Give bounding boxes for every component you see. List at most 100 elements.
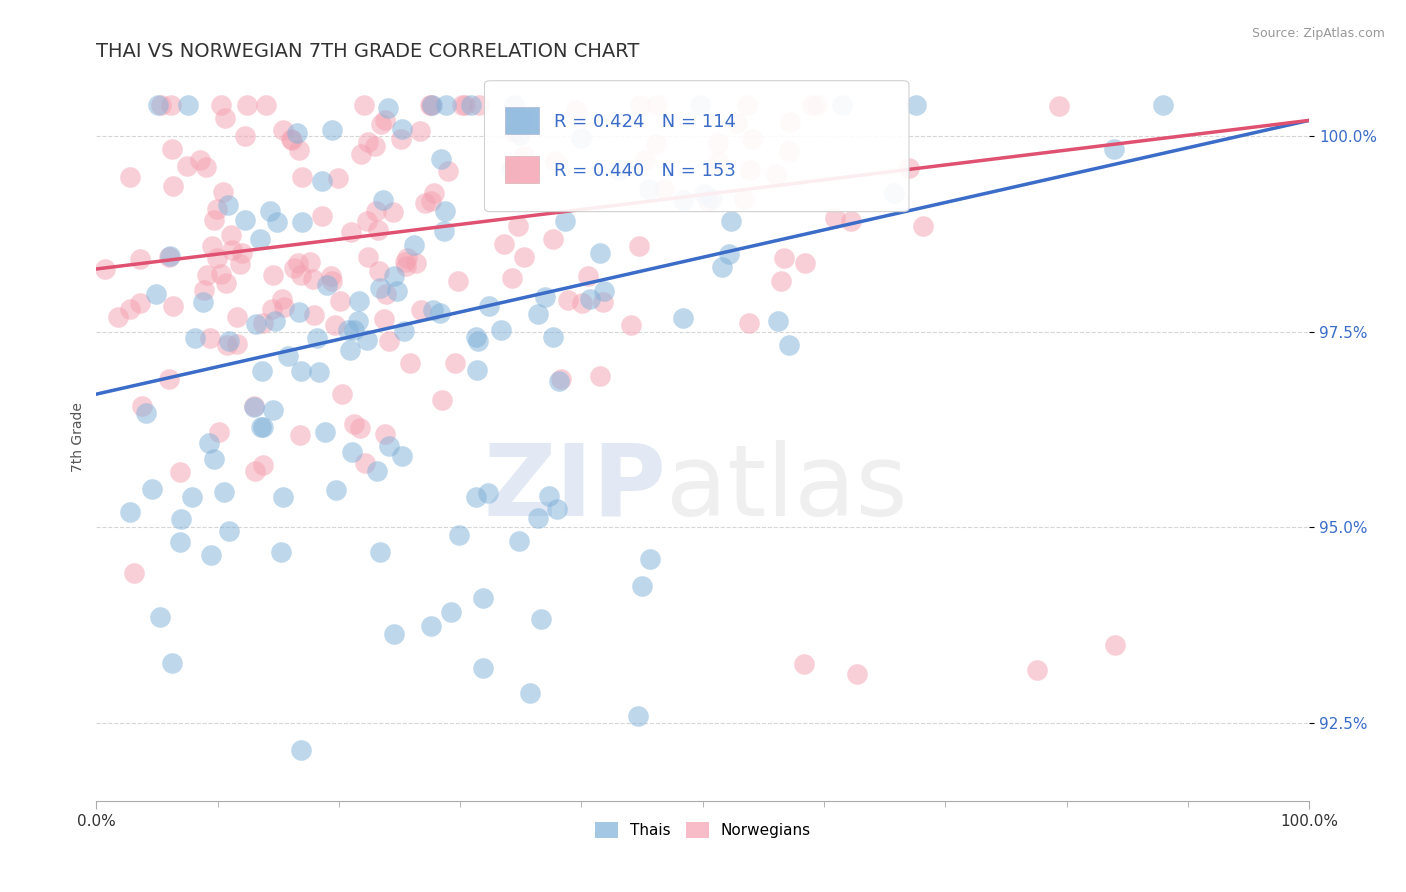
Point	[356, 333, 378, 347]
Point	[245, 318, 267, 332]
Point	[592, 295, 614, 310]
Point	[638, 182, 661, 196]
Point	[162, 656, 184, 670]
Point	[209, 97, 232, 112]
Point	[368, 281, 391, 295]
Point	[254, 97, 277, 112]
Point	[472, 591, 495, 606]
Point	[382, 627, 405, 641]
Point	[846, 667, 869, 681]
Point	[382, 268, 405, 283]
Point	[1026, 663, 1049, 677]
Point	[288, 143, 311, 157]
Point	[578, 269, 600, 284]
Point	[725, 116, 748, 130]
Point	[356, 214, 378, 228]
Point	[706, 154, 728, 169]
Point	[214, 112, 236, 126]
Point	[831, 97, 853, 112]
Point	[325, 483, 347, 497]
Point	[183, 331, 205, 345]
Point	[321, 274, 343, 288]
Point	[409, 302, 432, 317]
Point	[349, 421, 371, 435]
Point	[503, 97, 526, 112]
Point	[170, 512, 193, 526]
Point	[366, 464, 388, 478]
Point	[339, 225, 361, 239]
Point	[169, 535, 191, 549]
Point	[503, 125, 526, 139]
Point	[205, 251, 228, 265]
Point	[571, 295, 593, 310]
Point	[543, 232, 565, 246]
Point	[395, 252, 418, 266]
Point	[420, 194, 443, 209]
Point	[544, 154, 567, 169]
Point	[509, 128, 531, 142]
Point	[905, 97, 928, 112]
Point	[501, 270, 523, 285]
Point	[323, 318, 346, 333]
Point	[626, 709, 648, 723]
Point	[131, 399, 153, 413]
Point	[195, 268, 218, 282]
Point	[129, 252, 152, 266]
Point	[160, 97, 183, 112]
Point	[1152, 97, 1174, 112]
Point	[841, 214, 863, 228]
Point	[202, 213, 225, 227]
Point	[364, 139, 387, 153]
Point	[382, 205, 405, 219]
Point	[672, 310, 695, 325]
Point	[283, 260, 305, 275]
Point	[218, 334, 240, 348]
Point	[794, 256, 817, 270]
Point	[374, 112, 396, 127]
Point	[176, 97, 198, 112]
Point	[250, 420, 273, 434]
Point	[548, 374, 571, 388]
Point	[652, 182, 675, 196]
Point	[308, 365, 330, 379]
Point	[252, 420, 274, 434]
Point	[366, 203, 388, 218]
Point	[243, 399, 266, 413]
Point	[208, 425, 231, 439]
Point	[209, 267, 232, 281]
Point	[627, 239, 650, 253]
Point	[367, 264, 389, 278]
Point	[409, 124, 432, 138]
Point	[430, 392, 453, 407]
Legend: Thais, Norwegians: Thais, Norwegians	[589, 816, 817, 844]
Point	[94, 262, 117, 277]
Point	[472, 661, 495, 675]
Point	[513, 250, 536, 264]
Text: atlas: atlas	[666, 440, 908, 537]
Point	[311, 209, 333, 223]
Point	[212, 185, 235, 199]
Point	[371, 193, 394, 207]
Point	[508, 534, 530, 549]
Point	[262, 302, 284, 317]
Point	[288, 305, 311, 319]
Point	[271, 292, 294, 306]
Point	[554, 214, 576, 228]
Point	[176, 160, 198, 174]
Point	[468, 97, 491, 112]
Point	[589, 368, 612, 383]
Point	[194, 160, 217, 174]
Point	[277, 349, 299, 363]
Point	[264, 314, 287, 328]
Point	[330, 386, 353, 401]
Point	[450, 97, 472, 112]
Point	[159, 249, 181, 263]
Point	[389, 132, 412, 146]
Point	[191, 294, 214, 309]
Point	[527, 307, 550, 321]
Point	[1047, 99, 1070, 113]
Point	[1102, 142, 1125, 156]
Point	[444, 356, 467, 370]
Point	[243, 464, 266, 478]
Point	[422, 302, 444, 317]
